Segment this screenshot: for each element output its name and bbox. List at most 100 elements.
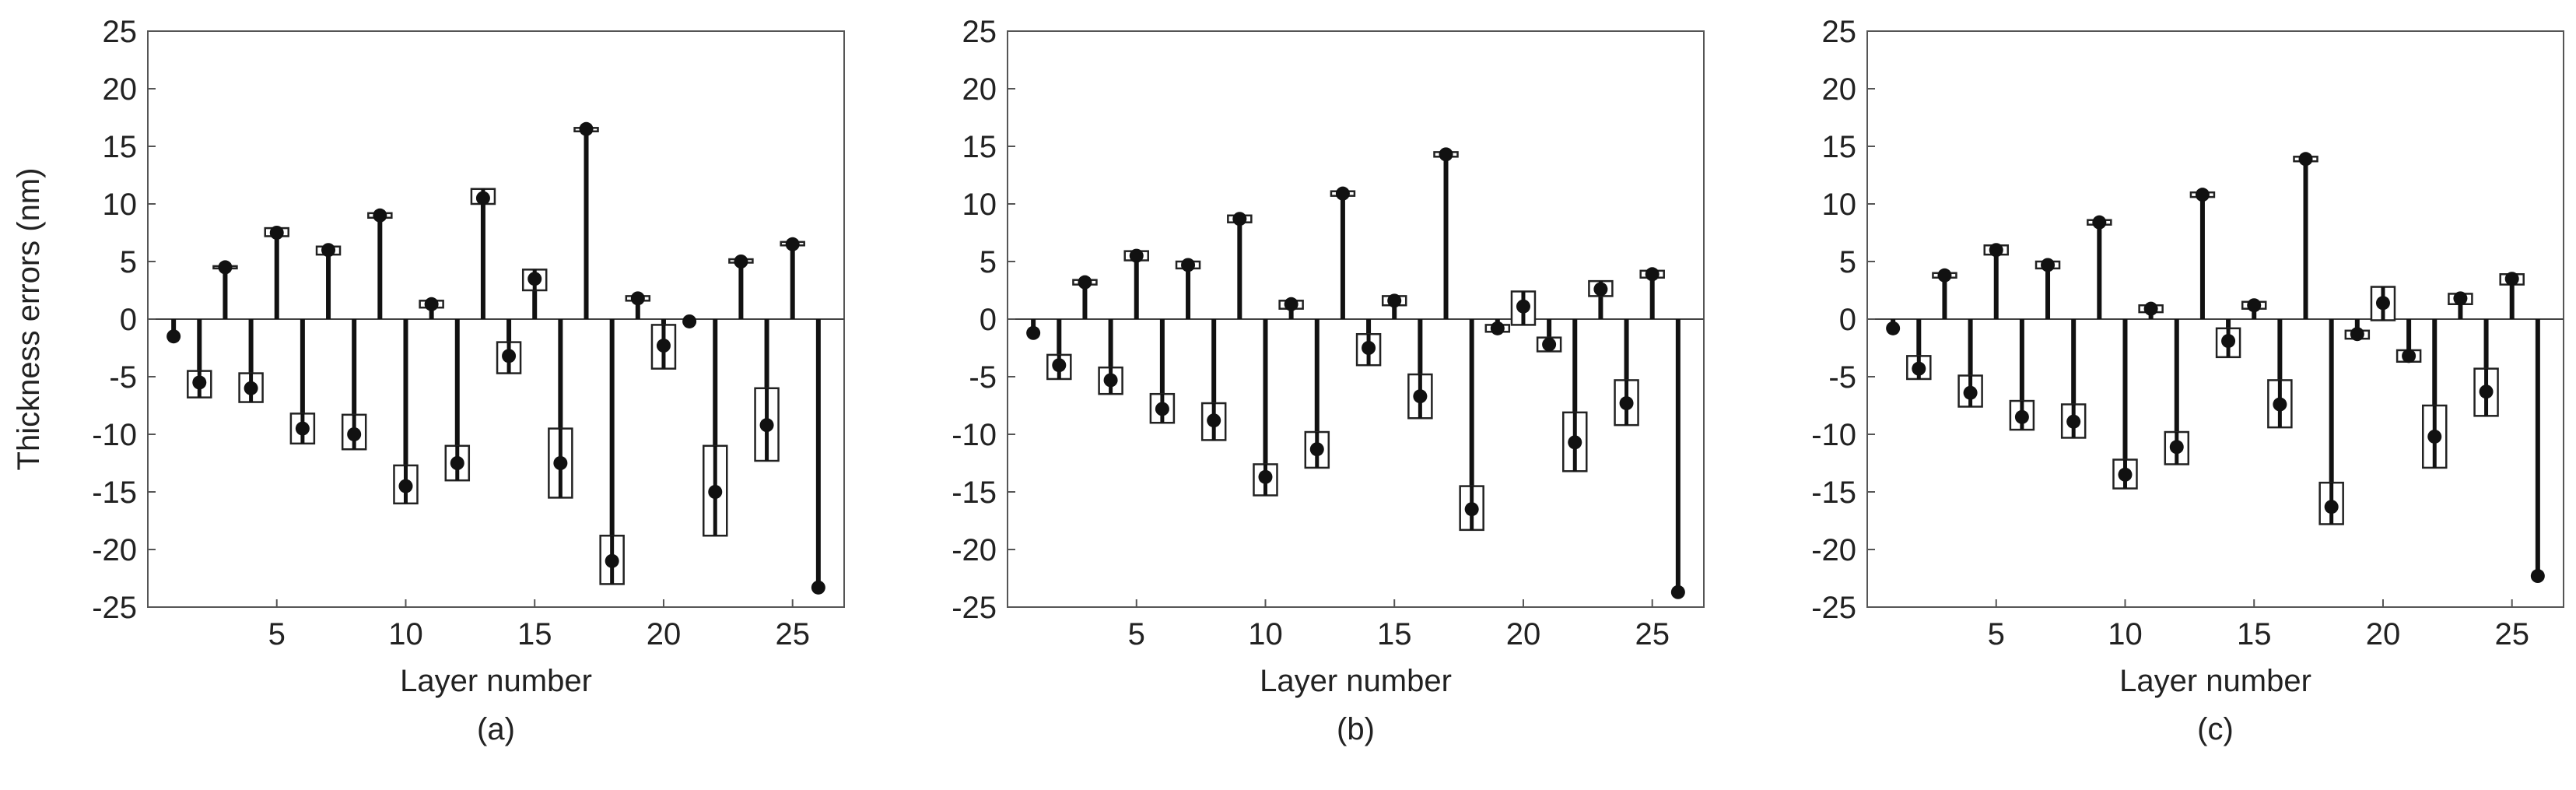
y-tick-label: -5	[969, 360, 997, 395]
data-point	[2092, 215, 2107, 230]
data-point	[398, 479, 413, 493]
x-tick-label: 15	[2237, 617, 2272, 651]
y-tick-label: -25	[952, 591, 997, 625]
data-point	[1593, 282, 1608, 297]
data-point	[1258, 469, 1273, 484]
data-point	[1542, 337, 1557, 352]
data-point	[2014, 409, 2029, 424]
data-point	[1989, 243, 2003, 258]
data-point	[424, 297, 439, 311]
x-tick-label: 25	[2494, 617, 2529, 651]
y-tick-label: -20	[952, 533, 997, 567]
y-tick-label: -15	[1811, 476, 1856, 510]
x-tick-label: 25	[775, 617, 810, 651]
data-point	[1207, 413, 1221, 428]
data-point	[1886, 321, 1901, 335]
data-point	[1670, 585, 1685, 599]
y-tick-label: 20	[962, 72, 997, 107]
x-tick-label: 25	[1635, 617, 1670, 651]
x-tick-label: 10	[388, 617, 423, 651]
x-tick-label: 5	[1988, 617, 2005, 651]
data-point	[502, 349, 517, 363]
y-tick-label: -20	[92, 533, 137, 567]
data-point	[2350, 327, 2364, 342]
y-tick-label: -15	[92, 476, 137, 510]
data-point	[1619, 396, 1634, 411]
y-tick-label: 5	[120, 245, 137, 279]
data-point	[579, 121, 594, 136]
y-tick-label: -5	[109, 360, 137, 395]
panel-a: 25 20 15 10 5 0 -5 -10 -15 -20 -25 5 10 15 20 25 Layer n…	[12, 15, 845, 746]
y-tick-label: -10	[92, 418, 137, 452]
data-point	[605, 553, 619, 568]
data-point	[1052, 358, 1067, 373]
y-tick-label: -5	[1828, 360, 1856, 395]
y-tick-label: -25	[1811, 591, 1856, 625]
data-point	[2066, 414, 2081, 429]
data-point	[1232, 212, 1247, 226]
data-point	[1078, 275, 1092, 290]
data-point	[1335, 186, 1350, 201]
data-point	[1181, 258, 1196, 272]
y-tick-label: 5	[1839, 245, 1856, 279]
x-tick-label: 5	[1128, 617, 1145, 651]
x-tick-label: 15	[1377, 617, 1412, 651]
x-axis-label: Layer number	[1260, 664, 1452, 698]
data-point	[682, 314, 697, 328]
panel-caption: (a)	[477, 712, 515, 746]
y-tick-label: 20	[103, 72, 138, 107]
y-tick-label: 25	[1822, 15, 1857, 49]
x-tick-label: 20	[647, 617, 682, 651]
x-axis-label: Layer number	[400, 664, 592, 698]
data-point	[1568, 435, 1582, 450]
data-point	[656, 339, 671, 353]
y-tick-label: 10	[962, 188, 997, 222]
data-point	[2247, 298, 2262, 313]
y-axis-label: Thickness errors (nm)	[12, 168, 46, 471]
data-point	[785, 237, 800, 251]
data-point	[192, 375, 207, 390]
data-point	[1103, 373, 1118, 388]
x-tick-label: 10	[1248, 617, 1283, 651]
data-point	[553, 456, 568, 470]
data-point	[475, 191, 490, 205]
data-point	[2375, 296, 2390, 311]
data-point	[2221, 334, 2236, 349]
panel-c: 25 20 15 10 5 0 -5 -10 -15 -20 -25 5 10 15 20 25 Layer n…	[1811, 15, 2564, 746]
y-tick-label: -10	[1811, 418, 1856, 452]
data-point	[2479, 384, 2494, 399]
data-point	[2273, 397, 2287, 412]
data-point	[2118, 467, 2133, 482]
data-point	[1362, 341, 1376, 355]
data-point	[269, 226, 284, 240]
data-point	[321, 243, 336, 258]
y-tick-label: 10	[103, 188, 138, 222]
data-point	[1439, 147, 1453, 162]
data-point	[2402, 349, 2417, 363]
data-point	[527, 272, 542, 286]
data-point	[1155, 402, 1169, 416]
data-point	[2504, 272, 2519, 286]
data-point	[1516, 299, 1530, 314]
data-point	[1026, 325, 1041, 340]
data-point	[759, 418, 774, 433]
panel-caption: (b)	[1337, 712, 1375, 746]
y-tick-label: -20	[1811, 533, 1856, 567]
x-tick-label: 10	[2108, 617, 2143, 651]
data-point	[1963, 385, 1978, 400]
data-point	[450, 456, 464, 470]
x-tick-label: 15	[517, 617, 552, 651]
data-point	[166, 329, 181, 344]
y-tick-label: -25	[92, 591, 137, 625]
y-tick-label: 20	[1822, 72, 1857, 107]
y-tick-label: 25	[962, 15, 997, 49]
y-tick-label: 25	[103, 15, 138, 49]
data-point	[1490, 321, 1505, 335]
data-point	[1937, 268, 1952, 283]
data-point	[2324, 500, 2339, 514]
x-tick-label: 5	[268, 617, 286, 651]
x-tick-label: 20	[2366, 617, 2401, 651]
data-point	[811, 580, 825, 595]
y-tick-label: 15	[962, 130, 997, 164]
data-point	[708, 485, 723, 499]
